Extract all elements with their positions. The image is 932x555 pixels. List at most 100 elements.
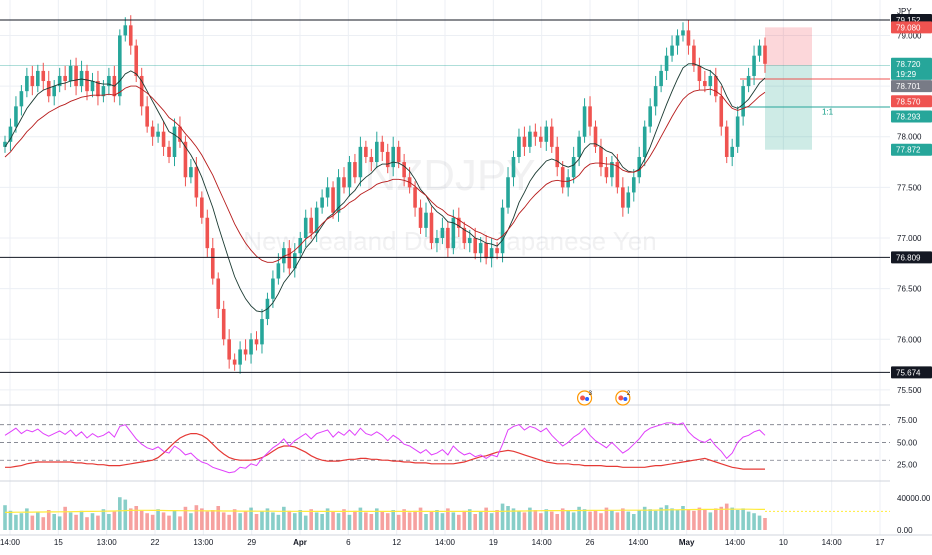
candle-body <box>118 35 122 97</box>
candle-body <box>358 146 363 178</box>
candle-body <box>719 96 724 127</box>
volume-bar <box>336 513 341 530</box>
volume-bar <box>566 510 570 530</box>
volume-bar <box>112 511 117 530</box>
volume-bar <box>19 513 24 530</box>
candle-body <box>342 177 346 188</box>
time-axis[interactable]: 14:00 15 13:00 22 13:00 29 Apr 6 12 14:00 19 14:00 2… <box>0 534 932 547</box>
volume-bar <box>664 505 669 530</box>
candle-body <box>560 167 565 188</box>
volume-bar <box>194 505 199 530</box>
volume-bar <box>8 510 13 530</box>
volume-tick: 0.00 <box>897 526 913 535</box>
candle-body <box>424 212 428 228</box>
candle-body <box>757 45 762 56</box>
volume-bar <box>36 511 40 530</box>
candle-body <box>183 141 188 178</box>
volume-bar <box>610 510 614 530</box>
volume-bar <box>418 507 423 530</box>
grid <box>0 0 890 535</box>
candle-body <box>692 45 696 66</box>
candle-body <box>3 141 7 147</box>
candle-body <box>642 126 647 157</box>
price-label-tag <box>891 67 932 80</box>
volume-ma-line <box>5 508 765 514</box>
volume-bar <box>238 513 242 530</box>
candlestick-series <box>3 15 767 374</box>
candle-body <box>446 227 450 249</box>
price-tick: 78.000 <box>897 133 922 142</box>
candle-body <box>210 248 215 279</box>
volume-bar <box>560 508 565 530</box>
candle-body <box>25 75 29 92</box>
candle-body <box>227 339 231 360</box>
candle-body <box>544 126 549 142</box>
candle-body <box>178 126 182 142</box>
volume-bar <box>221 512 226 530</box>
candle-body <box>249 339 253 355</box>
volume-bar <box>675 510 680 530</box>
candle-body <box>128 25 133 46</box>
candle-body <box>670 45 674 56</box>
candle-body <box>724 126 729 157</box>
candle-body <box>697 65 702 82</box>
candle-body <box>85 70 89 92</box>
volume-bar <box>380 511 385 530</box>
volume-bar <box>303 515 308 530</box>
price-tick: 77.000 <box>897 234 922 243</box>
volume-bar <box>642 506 647 530</box>
candle-body <box>752 55 756 76</box>
price-label-tag <box>891 80 932 93</box>
time-tick: 14:00 <box>0 538 21 547</box>
candle-body <box>429 212 434 244</box>
time-tick: 12 <box>392 538 401 547</box>
volume-bar <box>692 510 696 530</box>
short-position-tool[interactable]: 1:1 <box>0 27 890 150</box>
volume-bar <box>517 510 521 530</box>
candle-body <box>621 187 625 208</box>
candle-body <box>467 238 472 244</box>
volume-bar <box>686 509 691 530</box>
volume-bar <box>648 509 652 530</box>
volume-bar <box>358 507 363 530</box>
price-tick: 75.500 <box>897 386 922 395</box>
time-tick: 17 <box>876 538 885 547</box>
candle-body <box>172 126 177 157</box>
volume-bar <box>713 508 718 530</box>
volume-bar <box>571 512 576 530</box>
volume-bar <box>429 511 434 530</box>
volume-bar <box>446 508 450 530</box>
price-label-tag <box>891 21 932 34</box>
volume-bar <box>435 510 439 530</box>
candle-body <box>435 238 439 244</box>
price-axis[interactable]: JPY 79.00078.50078.00077.50077.00076.500… <box>890 0 932 550</box>
volume-bar <box>298 510 303 530</box>
candle-body <box>325 187 330 198</box>
volume-bar <box>118 497 122 530</box>
candle-body <box>500 207 505 254</box>
candle-body <box>604 167 609 178</box>
volume-bar <box>615 512 620 530</box>
candle-body <box>533 131 538 137</box>
candle-body <box>637 156 642 178</box>
volume-bar <box>156 509 160 530</box>
volume-bar <box>369 514 374 530</box>
time-tick: 26 <box>586 538 595 547</box>
rsi-ma-line <box>5 433 765 470</box>
event-count: 3 <box>589 391 593 397</box>
volume-bar <box>249 507 253 530</box>
volume-bar <box>96 515 100 530</box>
volume-bar <box>353 510 357 530</box>
risk-reward-label: 1:1 <box>822 107 834 116</box>
volume-bar <box>511 508 516 530</box>
target-zone <box>765 65 812 150</box>
volume-bar <box>539 513 543 530</box>
candle-body <box>96 81 100 97</box>
volume-bar <box>402 509 406 530</box>
volume-bar <box>484 507 488 530</box>
candle-body <box>511 156 516 178</box>
volume-bar <box>489 513 494 530</box>
horizontal-levels[interactable] <box>0 19 890 373</box>
